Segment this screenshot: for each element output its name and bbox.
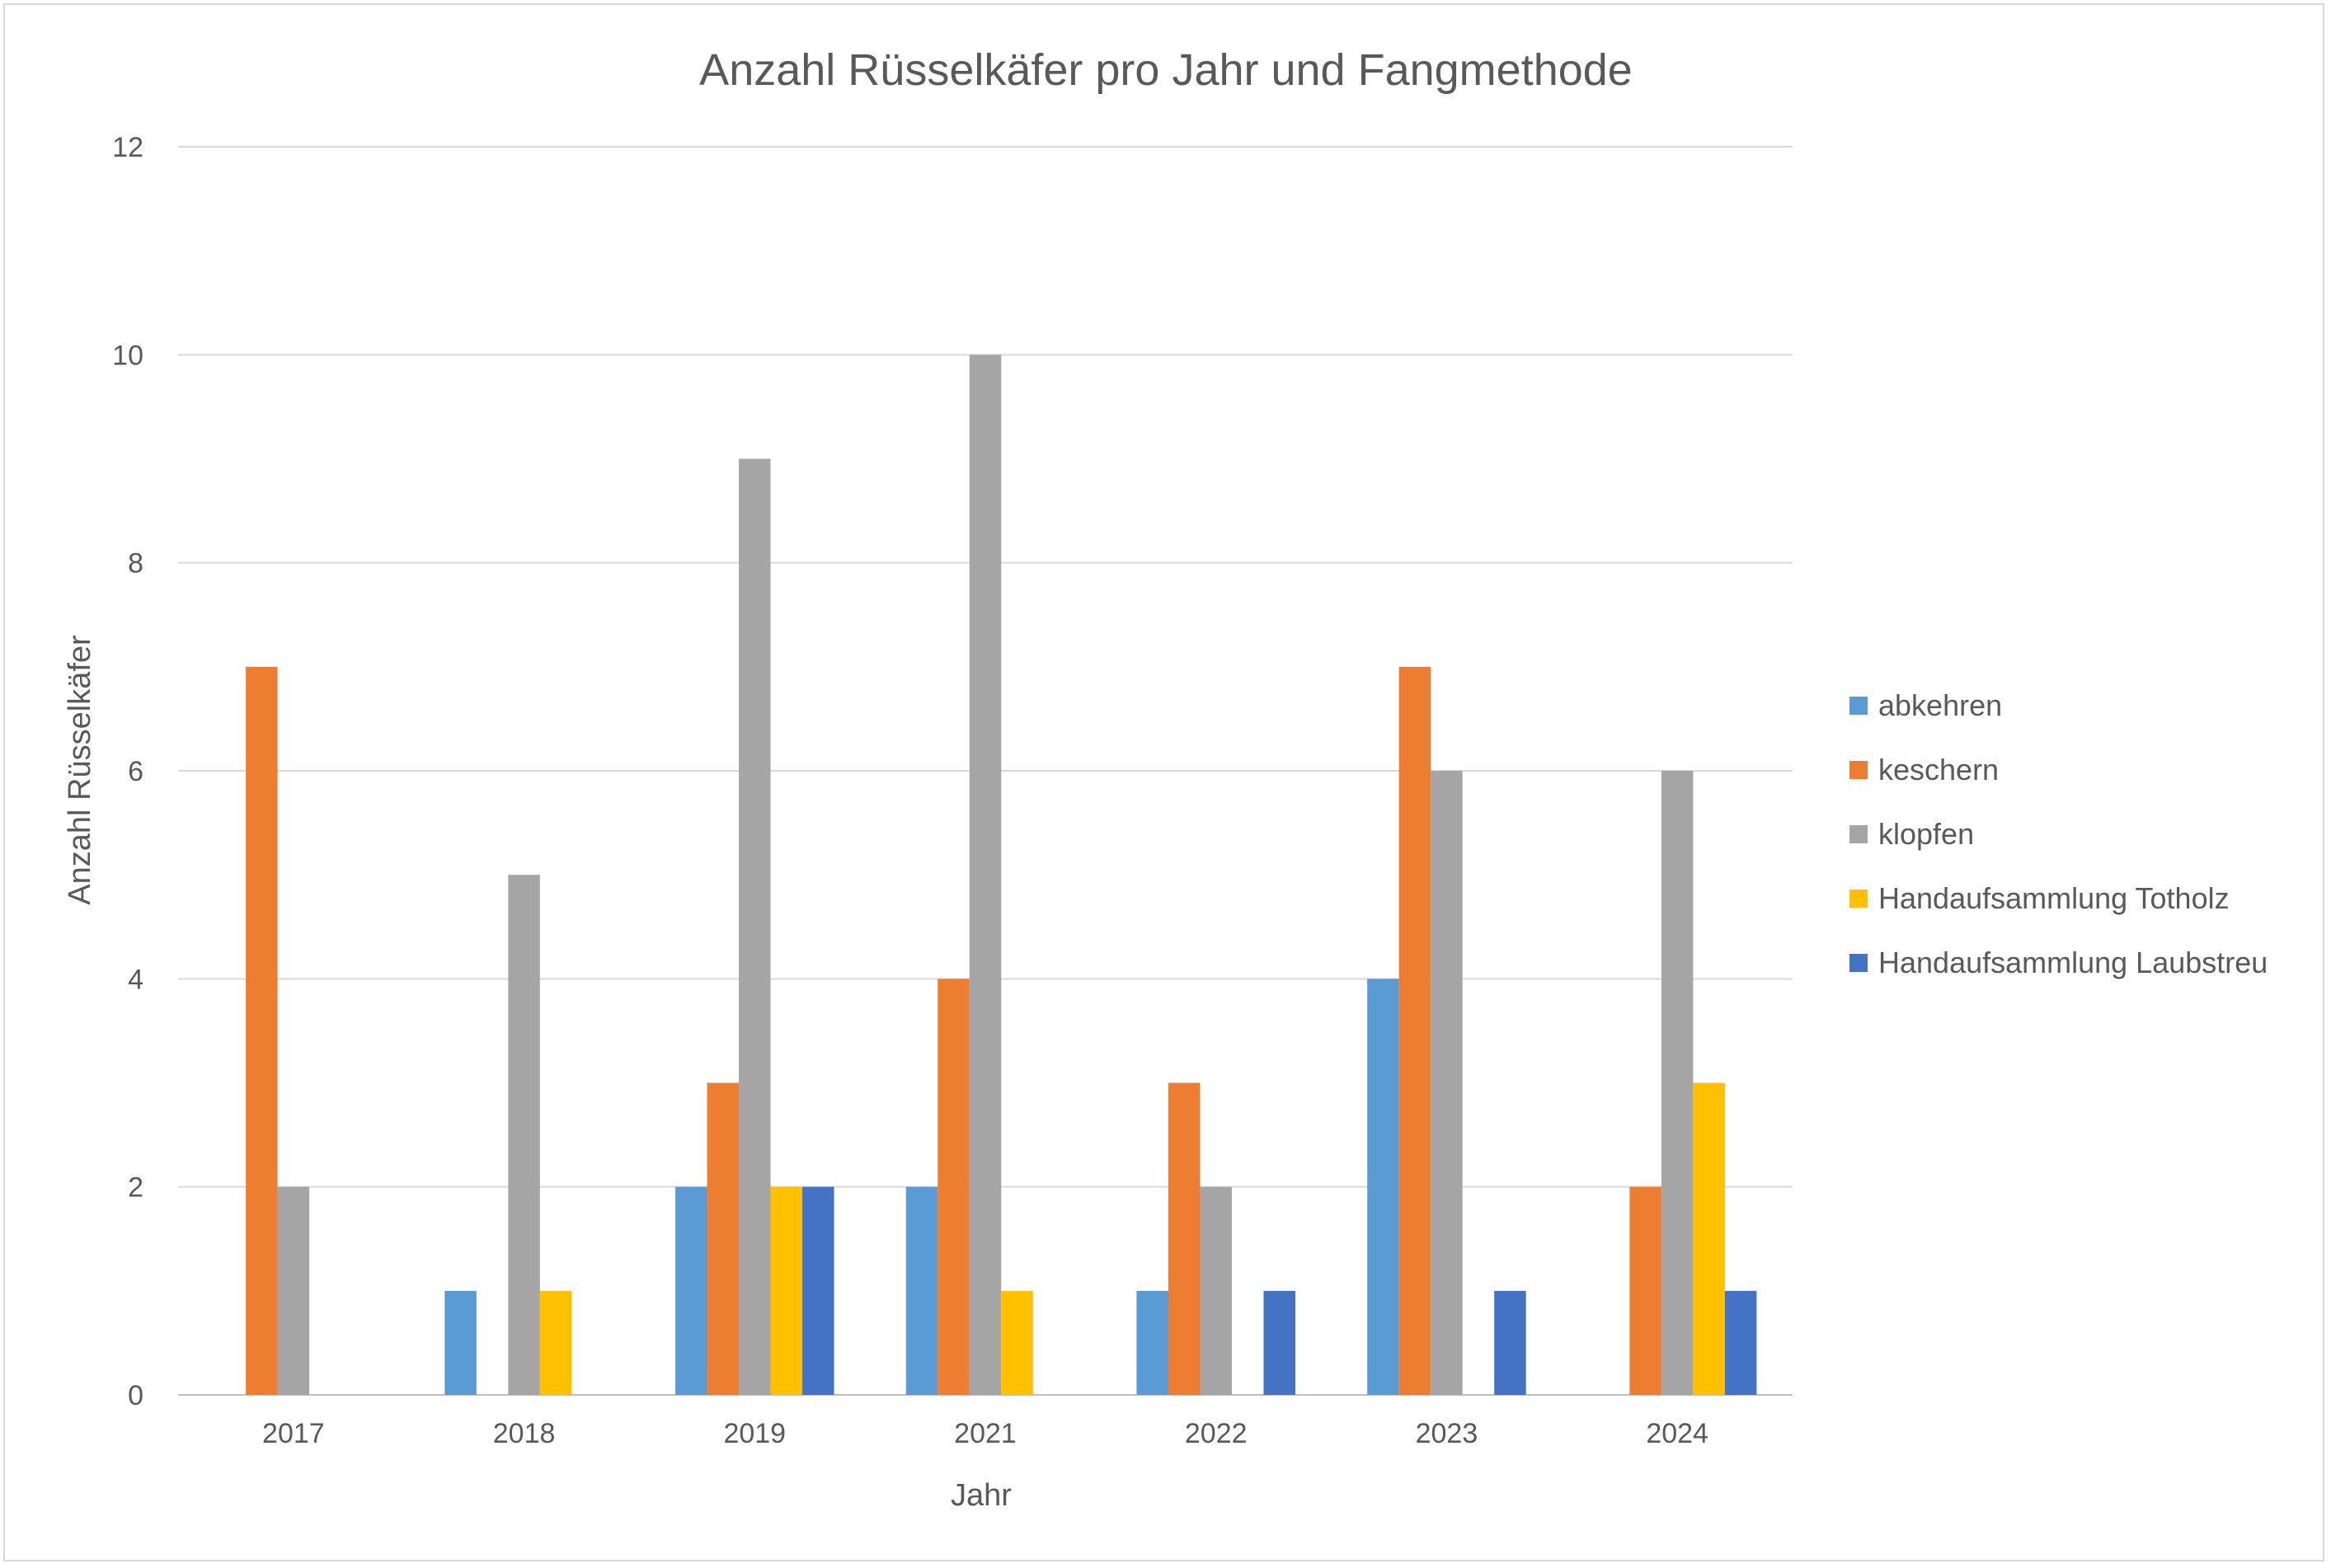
bar-handaufsammlung-totholz-2024: [1693, 1082, 1725, 1395]
bar-klopfen-2017: [277, 1186, 310, 1395]
legend-label: abkehren: [1878, 688, 2002, 722]
bar-keschern-2022: [1168, 1082, 1201, 1395]
bar-abkehren-2021: [905, 1186, 938, 1395]
bar-handaufsammlung-totholz-2018: [539, 1290, 572, 1395]
chart-frame: Anzahl Rüsselkäfer pro Jahr und Fangmeth…: [3, 3, 2324, 1561]
x-tick-label: 2024: [1646, 1418, 1708, 1449]
chart-svg: Anzahl Rüsselkäfer pro Jahr und Fangmeth…: [63, 45, 2268, 1513]
bar-klopfen-2023: [1431, 771, 1463, 1395]
legend-swatch: [1849, 890, 1868, 908]
bar-handaufsammlung-totholz-2021: [1001, 1290, 1033, 1395]
x-tick-label: 2017: [262, 1418, 325, 1449]
y-tick-label: 12: [112, 132, 143, 163]
legend-label: Handaufsammlung Laubstreu: [1878, 946, 2268, 979]
y-tick-label: 2: [128, 1172, 143, 1204]
bar-handaufsammlung-laubstreu-2023: [1494, 1290, 1526, 1395]
legend-label: Handaufsammlung Totholz: [1878, 881, 2230, 915]
y-tick-label: 4: [128, 964, 143, 995]
x-tick-label: 2022: [1185, 1418, 1248, 1449]
y-tick-label: 8: [128, 548, 143, 580]
bar-klopfen-2019: [739, 458, 771, 1395]
y-axis-title: Anzahl Rüsselkäfer: [63, 635, 97, 905]
chart-title: Anzahl Rüsselkäfer pro Jahr und Fangmeth…: [699, 45, 1633, 95]
y-tick-label: 10: [112, 340, 143, 371]
x-tick-label: 2023: [1416, 1418, 1478, 1449]
legend-swatch: [1849, 825, 1868, 843]
x-tick-label: 2018: [493, 1418, 556, 1449]
bar-klopfen-2021: [969, 354, 1002, 1395]
bar-keschern-2017: [246, 666, 278, 1395]
bar-handaufsammlung-laubstreu-2024: [1724, 1290, 1757, 1395]
legend-swatch: [1849, 954, 1868, 972]
y-tick-label: 6: [128, 756, 143, 787]
legend-swatch: [1849, 761, 1868, 779]
x-axis-title: Jahr: [951, 1478, 1012, 1513]
y-tick-label: 0: [128, 1380, 143, 1411]
y-tick-labels: 0 2 4 6 8 10 12: [112, 132, 143, 1411]
x-tick-label: 2021: [954, 1418, 1017, 1449]
bar-handaufsammlung-laubstreu-2022: [1263, 1290, 1295, 1395]
bar-keschern-2024: [1629, 1186, 1661, 1395]
bar-klopfen-2022: [1200, 1186, 1232, 1395]
legend-label: klopfen: [1878, 817, 1974, 851]
bar-keschern-2021: [938, 979, 970, 1395]
bar-klopfen-2024: [1661, 771, 1694, 1395]
legend-swatch: [1849, 697, 1868, 715]
bar-handaufsammlung-laubstreu-2019: [802, 1186, 834, 1395]
legend-label: keschern: [1878, 753, 1999, 786]
bar-abkehren-2023: [1367, 979, 1399, 1395]
x-tick-label: 2019: [723, 1418, 786, 1449]
bar-abkehren-2022: [1136, 1290, 1168, 1395]
bar-keschern-2023: [1398, 666, 1431, 1395]
bar-klopfen-2018: [508, 875, 540, 1395]
bars: [246, 354, 1757, 1395]
bar-abkehren-2018: [444, 1290, 477, 1395]
x-tick-labels: 2017 2018 2019 2021 2022 2023 2024: [262, 1418, 1708, 1449]
bar-handaufsammlung-totholz-2019: [770, 1186, 803, 1395]
bar-keschern-2019: [707, 1082, 740, 1395]
legend: abkehren keschern klopfen Handaufsammlung T…: [1849, 688, 2268, 979]
bar-abkehren-2019: [675, 1186, 707, 1395]
